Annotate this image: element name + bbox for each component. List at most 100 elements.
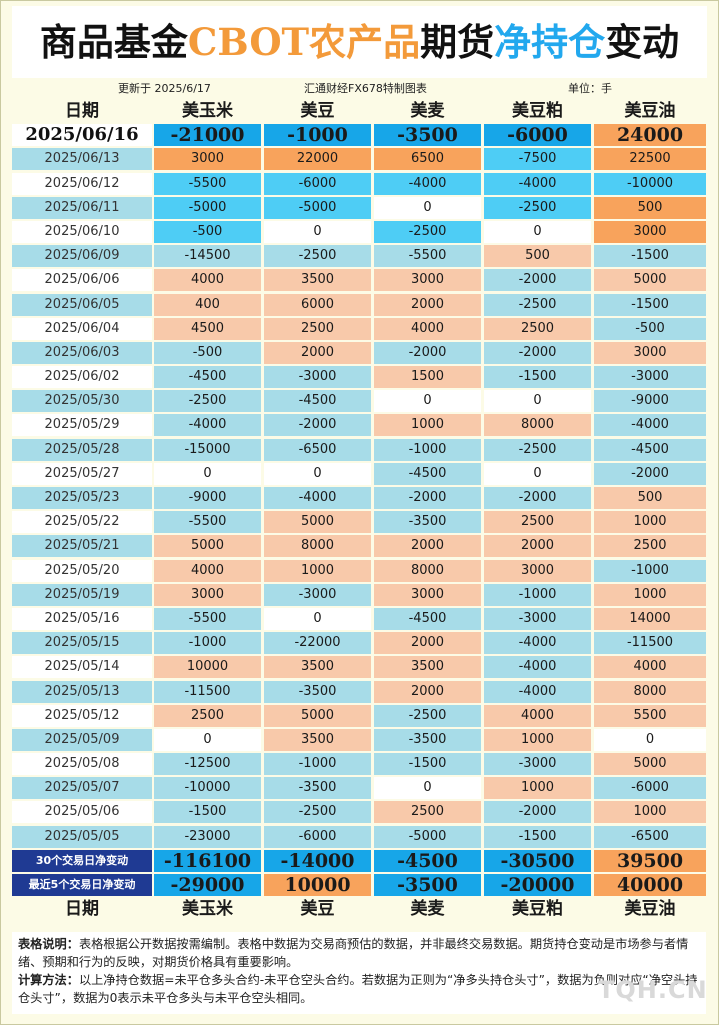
date-cell: 2025/06/16	[12, 124, 152, 147]
table-row: 2025/05/07 -10000 -3500 0 1000 -6000	[12, 776, 706, 800]
table-row: 2025/05/09 0 3500 -3500 1000 0	[12, 728, 706, 752]
value-cell: 3500	[264, 269, 371, 292]
footer-date: 日期	[65, 899, 99, 920]
value-cell: -4000	[594, 414, 706, 437]
value-cell: -2500	[374, 704, 481, 727]
table-row: 2025/05/28 -15000 -6500 -1000 -2500 -4500	[12, 438, 706, 462]
date-cell: 2025/05/27	[12, 462, 152, 485]
value-cell: 2000	[374, 632, 481, 655]
date-cell: 2025/05/22	[12, 511, 152, 534]
date-cell: 2025/06/06	[12, 269, 152, 292]
value-cell: -2000	[484, 341, 591, 364]
value-cell: -1500	[154, 801, 261, 824]
column-header: 美豆	[300, 101, 335, 121]
summary-value-cell: -29000	[154, 874, 261, 896]
date-cell: 2025/06/13	[12, 148, 152, 171]
table-row: 2025/05/29 -4000 -2000 1000 8000 -4000	[12, 413, 706, 437]
value-cell: -4000	[484, 680, 591, 703]
summary-value-cell: -3500	[374, 874, 481, 896]
value-cell: -2000	[374, 341, 481, 364]
value-cell: 1000	[264, 559, 371, 582]
value-cell: -2000	[264, 414, 371, 437]
summary-value-cell: -30500	[484, 849, 591, 872]
value-cell: -3000	[484, 607, 591, 630]
table-row: 2025/05/08 -12500 -1000 -1500 -3000 5000	[12, 752, 706, 776]
table-row: 2025/06/11 -5000 -5000 0 -2500 500	[12, 196, 706, 220]
value-cell: -11500	[154, 680, 261, 703]
value-cell: -4000	[484, 172, 591, 195]
value-cell: -1000	[374, 438, 481, 461]
value-cell: 3000	[374, 583, 481, 606]
value-cell: -5000	[154, 196, 261, 219]
table-row: 2025/06/12 -5500 -6000 -4000 -4000 -10000	[12, 172, 706, 196]
value-cell: -3500	[264, 777, 371, 800]
value-cell: 2500	[154, 704, 261, 727]
value-cell: -1000	[264, 753, 371, 776]
value-cell: 2500	[374, 801, 481, 824]
value-cell: 3000	[594, 341, 706, 364]
value-cell: 0	[484, 220, 591, 243]
value-cell: 2500	[484, 317, 591, 340]
value-cell: -5500	[154, 511, 261, 534]
value-cell: -2500	[264, 245, 371, 268]
value-cell: -1000	[154, 632, 261, 655]
value-cell: 3000	[484, 559, 591, 582]
value-cell: 0	[484, 462, 591, 485]
value-cell: -6000	[594, 777, 706, 800]
value-cell: -3500	[264, 680, 371, 703]
column-header: 美豆油	[624, 101, 676, 121]
value-cell: -9000	[594, 390, 706, 413]
value-cell: 1000	[484, 728, 591, 751]
title-part-1: 商品基金	[39, 20, 188, 64]
table-header-row: 日期 美玉米 美豆 美麦 美豆粕 美豆油	[12, 99, 706, 123]
summary-row: 最近5个交易日净变动 -29000 10000 -3500 -20000 40000	[12, 873, 706, 897]
value-cell: 4000	[484, 704, 591, 727]
summary-value-cell: 39500	[594, 849, 706, 872]
date-cell: 2025/06/09	[12, 245, 152, 268]
value-cell: 6000	[264, 293, 371, 316]
table-row: 2025/05/19 3000 -3000 3000 -1000 1000	[12, 583, 706, 607]
value-cell: 0	[484, 390, 591, 413]
notes-label-1: 表格说明：	[18, 937, 79, 951]
date-cell: 2025/05/15	[12, 632, 152, 655]
value-cell: -5000	[264, 196, 371, 219]
date-cell: 2025/05/30	[12, 390, 152, 413]
value-cell: 2000	[484, 535, 591, 558]
date-cell: 2025/05/20	[12, 559, 152, 582]
title-part-2: CBOT农产品	[187, 20, 421, 64]
value-cell: 2500	[484, 511, 591, 534]
value-cell: -3000	[264, 583, 371, 606]
updated-date: 更新于 2025/6/17	[118, 82, 211, 95]
value-cell: 1000	[594, 511, 706, 534]
notes-label-2: 计算方法：	[18, 973, 79, 987]
date-cell: 2025/05/14	[12, 656, 152, 679]
summary-row: 30个交易日净变动 -116100 -14000 -4500 -30500 39500	[12, 849, 706, 873]
table-row: 2025/05/20 4000 1000 8000 3000 -1000	[12, 559, 706, 583]
table-footer-row: 日期 美玉米 美豆 美麦 美豆粕 美豆油	[12, 897, 706, 921]
date-cell: 2025/06/11	[12, 196, 152, 219]
notes-text-2: 以上净持仓数据=未平仓多头合约-未平仓空头合约。若数据为正则为“净多头持仓头寸”…	[18, 973, 698, 1005]
column-footer: 美玉米	[182, 899, 233, 920]
value-cell: -1000	[484, 583, 591, 606]
value-cell: -2000	[374, 487, 481, 509]
source-label: 汇通财经FX678特制图表	[304, 82, 427, 95]
value-cell: 1500	[374, 366, 481, 389]
table-row: 2025/06/10 -500 0 -2500 0 3000	[12, 220, 706, 244]
value-cell: -3000	[594, 366, 706, 389]
summary-value-cell: -116100	[154, 849, 261, 872]
value-cell: -3000	[484, 753, 591, 776]
value-cell: -6500	[264, 438, 371, 461]
table-row: 2025/05/14 10000 3500 3500 -4000 4000	[12, 655, 706, 679]
value-cell: -10000	[594, 172, 706, 195]
value-cell: -6500	[594, 825, 706, 848]
value-cell: 5000	[264, 511, 371, 534]
summary-value-cell: -20000	[484, 874, 591, 896]
table-row: 2025/05/27 0 0 -4500 0 -2000	[12, 462, 706, 486]
value-cell: -10000	[154, 777, 261, 800]
value-cell: 8000	[594, 680, 706, 703]
value-cell: -2500	[484, 293, 591, 316]
value-cell: -500	[154, 341, 261, 364]
value-cell: 24000	[594, 124, 706, 147]
table-row: 2025/05/30 -2500 -4500 0 0 -9000	[12, 389, 706, 413]
value-cell: -6000	[264, 825, 371, 848]
